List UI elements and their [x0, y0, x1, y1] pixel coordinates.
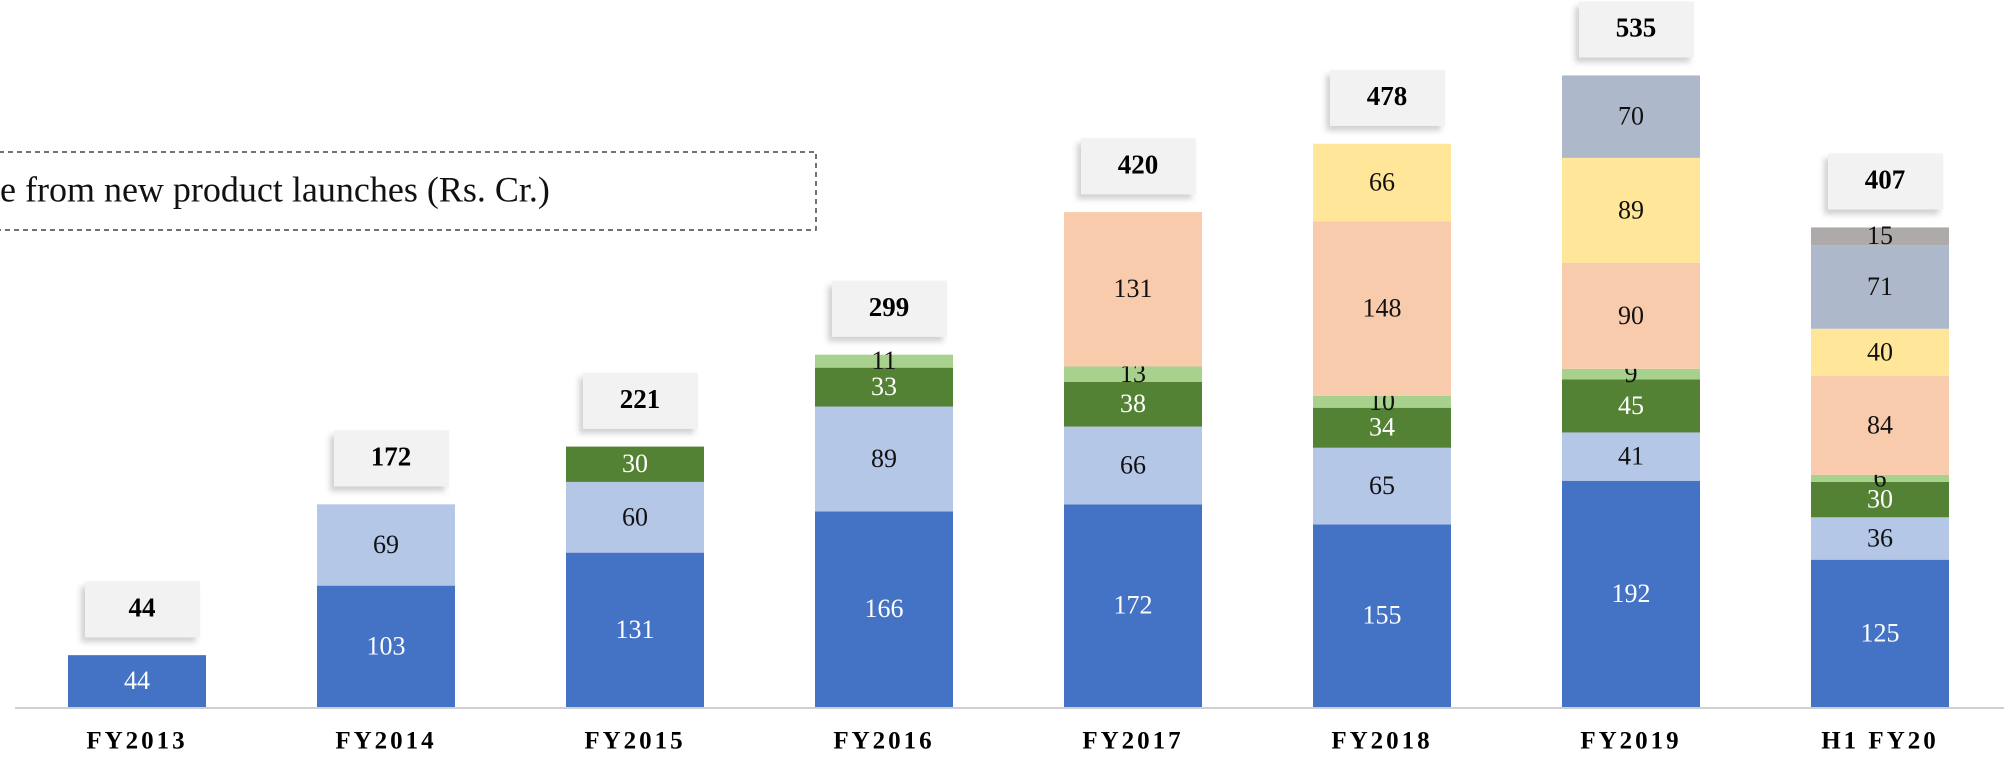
segment-label: 71	[1867, 272, 1893, 301]
segment-label: 45	[1618, 391, 1644, 420]
bar-segment	[815, 367, 953, 407]
segment-label: 90	[1618, 301, 1644, 330]
total-label: 172	[371, 442, 412, 472]
bar-segment	[1811, 517, 1949, 560]
segment-label: 66	[1120, 450, 1146, 479]
bar-segment	[1811, 481, 1949, 518]
total-box	[1081, 138, 1196, 195]
bar-segment	[566, 552, 704, 707]
total-label: 299	[869, 292, 910, 322]
segment-label: 148	[1363, 294, 1402, 323]
segment-label: 33	[871, 372, 897, 401]
segment-label: 69	[373, 530, 399, 559]
x-tick-label: H1 FY20	[1821, 728, 1939, 755]
chart-title: e from new product launches (Rs. Cr.)	[0, 169, 550, 209]
segment-label: 131	[616, 615, 655, 644]
x-tick-label: FY2018	[1331, 728, 1432, 755]
segment-label: 131	[1114, 274, 1153, 303]
bar-segment	[1562, 157, 1700, 263]
bar-segment	[1064, 426, 1202, 505]
x-tick-label: FY2014	[335, 728, 436, 755]
bar-segment	[1313, 524, 1451, 707]
bar-segment	[1562, 368, 1700, 380]
total-box	[85, 581, 200, 638]
segment-label: 66	[1369, 168, 1395, 197]
segment-label: 15	[1867, 221, 1893, 250]
bar-segment	[815, 406, 953, 512]
total-box	[583, 372, 698, 429]
segment-label: 38	[1120, 389, 1146, 418]
total-label: 535	[1616, 13, 1657, 43]
bar-segment	[566, 446, 704, 482]
bar-segment	[1811, 245, 1949, 329]
bar-segment	[1064, 381, 1202, 427]
x-tick-label: FY2016	[833, 728, 934, 755]
segment-label: 11	[871, 346, 896, 375]
bar-segment	[68, 655, 206, 707]
total-label: 420	[1118, 149, 1159, 179]
segment-label: 34	[1369, 413, 1395, 442]
segment-label: 192	[1612, 579, 1651, 608]
x-tick-label: FY2019	[1580, 728, 1681, 755]
segment-label: 103	[367, 631, 406, 660]
segment-label: 166	[865, 594, 904, 623]
bar-segment	[1562, 262, 1700, 369]
title-box	[0, 151, 817, 231]
segment-label: 44	[124, 666, 150, 695]
segment-label: 30	[1867, 485, 1893, 514]
x-tick-label: FY2013	[86, 728, 187, 755]
segment-label: 41	[1618, 442, 1644, 471]
segment-label: 84	[1867, 410, 1893, 439]
segment-label: 70	[1618, 102, 1644, 131]
bar-segment	[1811, 227, 1949, 246]
bar-segment	[1811, 375, 1949, 475]
total-label: 407	[1865, 165, 1906, 195]
bar-segment	[317, 585, 455, 707]
bar-segment	[1811, 328, 1949, 376]
bar-segment	[1313, 221, 1451, 396]
segment-label: 40	[1867, 337, 1893, 366]
segment-label: 60	[622, 502, 648, 531]
total-box	[832, 280, 947, 337]
total-label: 478	[1367, 81, 1408, 111]
bar-segment	[1064, 212, 1202, 367]
bar-segment	[1562, 379, 1700, 433]
x-tick-label: FY2015	[584, 728, 685, 755]
total-box	[1828, 153, 1943, 210]
bar-segment	[566, 481, 704, 553]
bar-segment	[815, 354, 953, 368]
segment-label: 36	[1867, 523, 1893, 552]
bar-segment	[1064, 504, 1202, 707]
total-box	[1579, 1, 1694, 58]
bar-segment	[1562, 480, 1700, 707]
bar-segment	[1064, 366, 1202, 382]
bar-segment	[1562, 75, 1700, 158]
total-label: 44	[129, 592, 156, 622]
segment-label: 155	[1363, 601, 1402, 630]
bar-segment	[1811, 559, 1949, 707]
bar-segment	[1562, 432, 1700, 481]
segment-label: 30	[622, 449, 648, 478]
bar-segment	[1811, 474, 1949, 482]
bar-segment	[1313, 407, 1451, 448]
bar-segment	[1313, 395, 1451, 408]
total-box	[334, 430, 449, 487]
segment-label: 125	[1861, 618, 1900, 647]
bar-segment	[1313, 143, 1451, 222]
segment-label: 89	[871, 444, 897, 473]
segment-label: 89	[1618, 195, 1644, 224]
total-label: 221	[620, 384, 661, 414]
segment-label: 65	[1369, 471, 1395, 500]
segment-label: 172	[1114, 591, 1153, 620]
bar-segment	[1313, 447, 1451, 525]
x-tick-label: FY2017	[1082, 728, 1183, 755]
bar-segment	[815, 511, 953, 707]
total-box	[1330, 69, 1445, 126]
bar-segment	[317, 504, 455, 586]
